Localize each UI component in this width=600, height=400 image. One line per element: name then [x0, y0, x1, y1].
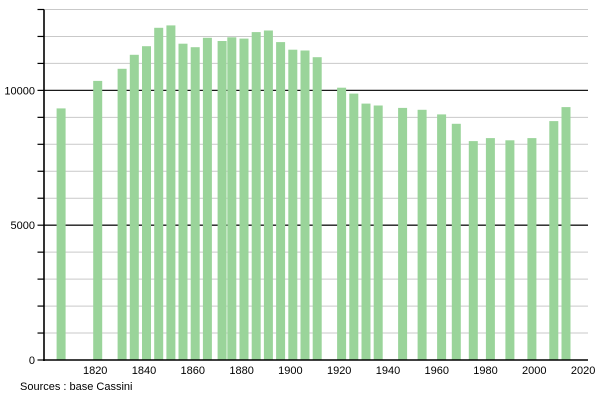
x-tick-label-1820: 1820	[83, 365, 107, 377]
x-tick-label-1840: 1840	[132, 365, 156, 377]
bar-1846	[154, 27, 164, 361]
bar-1999	[527, 138, 537, 360]
bar-1861	[190, 47, 200, 360]
bar-1911	[312, 57, 322, 360]
x-tick-label-1860: 1860	[181, 365, 205, 377]
x-tick-label-2000: 2000	[522, 365, 546, 377]
y-tick-label-10000: 10000	[4, 85, 35, 97]
bar-1806	[56, 108, 66, 361]
y-tick-label-5000: 5000	[11, 220, 35, 232]
bar-1886	[251, 32, 261, 360]
bar-2013	[561, 107, 571, 360]
bar-1962	[437, 114, 447, 361]
bar-1921	[337, 87, 347, 360]
x-tick-label-1940: 1940	[376, 365, 400, 377]
bar-1936	[373, 105, 383, 360]
bar-1876	[227, 37, 237, 361]
bar-1872	[217, 41, 227, 360]
bar-1982	[485, 138, 495, 360]
x-tick-label-2020: 2020	[571, 365, 595, 377]
bar-1866	[202, 37, 212, 361]
y-tick-label-0: 0	[29, 355, 35, 367]
source-note: Sources : base Cassini	[20, 381, 133, 393]
bar-1975	[468, 141, 478, 360]
bar-1856	[178, 43, 188, 360]
x-tick-label-1900: 1900	[278, 365, 302, 377]
bar-1926	[349, 93, 359, 360]
x-tick-label-1980: 1980	[473, 365, 497, 377]
bar-1896	[276, 42, 286, 360]
bar-1906	[300, 50, 310, 360]
bar-1954	[417, 109, 427, 360]
bar-1968	[451, 123, 461, 360]
x-tick-label-1880: 1880	[229, 365, 253, 377]
bar-1946	[398, 107, 408, 361]
bar-1901	[288, 49, 298, 360]
bar-2008	[549, 121, 559, 360]
bar-1891	[263, 30, 273, 360]
bar-1881	[239, 38, 249, 360]
bar-1841	[142, 46, 151, 360]
bar-1851	[166, 25, 176, 361]
bar-1931	[361, 103, 371, 360]
bar-1836	[129, 54, 139, 361]
bar-1821	[93, 80, 103, 361]
x-tick-label-1920: 1920	[327, 365, 351, 377]
bar-1831	[117, 68, 127, 361]
x-tick-label-1960: 1960	[425, 365, 449, 377]
bar-1990	[505, 140, 515, 360]
